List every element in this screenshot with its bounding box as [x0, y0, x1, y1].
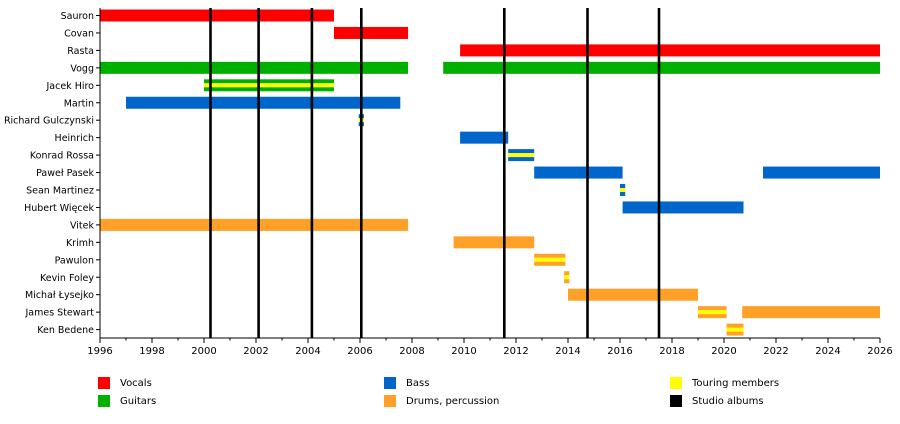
- bar-segment: [622, 201, 744, 214]
- member-label-konrad-rossa: Konrad Rossa: [30, 151, 94, 162]
- x-tick-label-2010: 2010: [451, 346, 476, 357]
- x-tick-label-2026: 2026: [867, 346, 892, 357]
- x-tick-label-2000: 2000: [191, 346, 216, 357]
- bar-segment: [100, 218, 409, 231]
- bar-segment: [620, 184, 626, 188]
- x-tick-label-2008: 2008: [399, 346, 424, 357]
- x-tick-label-1996: 1996: [87, 346, 112, 357]
- bar-pawe-pasek-11: [763, 166, 880, 179]
- bar-segment: [100, 61, 409, 74]
- member-labels: Sauron Covan Rasta Vogg Jacek Hiro Martin Rich…: [4, 11, 100, 336]
- bar-kevin-foley-17: [564, 271, 570, 284]
- bar-pawe-pasek-10: [534, 166, 623, 179]
- member-label-micha-ysejko: Michał Łysejko: [25, 290, 94, 301]
- bar-segment: [620, 192, 626, 196]
- bar-segment: [508, 157, 535, 162]
- x-tick-label-2020: 2020: [711, 346, 736, 357]
- bar-hubert-wie-cek-13: [622, 201, 744, 214]
- bar-sean-martinez-12: [620, 184, 626, 196]
- x-tick-label-1998: 1998: [139, 346, 164, 357]
- bar-sauron-0: [100, 9, 334, 22]
- bar-segment: [204, 87, 334, 92]
- member-label-krimh: Krimh: [66, 238, 94, 249]
- member-label-rasta: Rasta: [67, 46, 94, 57]
- bar-segment: [453, 236, 535, 249]
- bar-vogg-3: [100, 61, 409, 74]
- bar-touring-stripe: [698, 310, 727, 315]
- bar-segment: [726, 323, 744, 328]
- member-label-sean-martinez: Sean Martinez: [26, 186, 94, 197]
- member-label-pawulon: Pawulon: [55, 255, 94, 266]
- bar-segment: [126, 96, 401, 109]
- member-label-vogg: Vogg: [70, 63, 94, 74]
- bar-segment: [763, 166, 880, 179]
- bar-touring-stripe: [204, 83, 334, 88]
- member-label-sauron: Sauron: [61, 11, 94, 22]
- bar-segment: [534, 261, 566, 266]
- bar-segment: [460, 131, 509, 144]
- x-tick-label-2024: 2024: [815, 346, 840, 357]
- member-label-heinrich: Heinrich: [55, 133, 94, 144]
- bar-segment: [698, 314, 727, 319]
- bar-james-stewart-19: [698, 306, 727, 319]
- bar-pawulon-16: [534, 253, 566, 266]
- bar-segment: [564, 271, 570, 276]
- bar-james-stewart-20: [742, 306, 880, 319]
- bar-segment: [460, 44, 880, 57]
- bar-vogg-4: [443, 61, 880, 74]
- bar-touring-stripe: [508, 153, 535, 158]
- member-label-covan: Covan: [64, 28, 94, 39]
- x-tick-label-2006: 2006: [347, 346, 372, 357]
- bar-segment: [568, 288, 698, 301]
- x-tick-label-2002: 2002: [243, 346, 268, 357]
- bar-rasta-2: [460, 44, 880, 57]
- studio-album-lines: [209, 8, 661, 338]
- bar-jacek-hiro-5: [204, 79, 334, 92]
- member-label-james-stewart: James Stewart: [24, 308, 94, 319]
- bar-segment: [742, 306, 880, 319]
- bar-segment: [534, 166, 623, 179]
- bar-segment: [443, 61, 880, 74]
- bar-segment: [204, 79, 334, 84]
- bar-touring-stripe: [620, 188, 626, 192]
- member-label-vitek: Vitek: [70, 220, 94, 231]
- axes: 1996 1998 2000 2002 2004 2006 2008 2010 2012 2014…: [87, 8, 893, 357]
- bar-segment: [508, 149, 535, 154]
- bar-ken-bedene-21: [726, 323, 744, 336]
- x-tick-label-2014: 2014: [555, 346, 580, 357]
- bar-micha-ysejko-18: [568, 288, 698, 301]
- member-label-richard-gulczynski: Richard Gulczynski: [4, 116, 94, 127]
- member-label-pawe-pasek: Paweł Pasek: [36, 168, 94, 179]
- member-bars: [100, 9, 880, 336]
- x-tick-label-2012: 2012: [503, 346, 528, 357]
- bar-segment: [534, 253, 566, 258]
- bar-segment: [100, 9, 334, 22]
- bar-segment: [334, 26, 409, 39]
- member-label-ken-bedene: Ken Bedene: [37, 325, 94, 336]
- bar-martin-6: [126, 96, 401, 109]
- bar-touring-stripe: [534, 257, 566, 262]
- x-tick-label-2004: 2004: [295, 346, 320, 357]
- bar-vitek-14: [100, 218, 409, 231]
- member-label-jacek-hiro: Jacek Hiro: [45, 81, 94, 92]
- bar-segment: [726, 331, 744, 336]
- bar-krimh-15: [453, 236, 535, 249]
- bar-covan-1: [334, 26, 409, 39]
- bar-konrad-rossa-9: [508, 149, 535, 162]
- x-tick-label-2022: 2022: [763, 346, 788, 357]
- bar-heinrich-8: [460, 131, 509, 144]
- bar-segment: [698, 306, 727, 311]
- member-label-hubert-wie-cek: Hubert Więcek: [24, 203, 94, 214]
- bar-touring-stripe: [564, 275, 570, 280]
- bar-touring-stripe: [726, 327, 744, 332]
- member-label-kevin-foley: Kevin Foley: [40, 273, 94, 284]
- x-tick-label-2016: 2016: [607, 346, 632, 357]
- bar-segment: [564, 279, 570, 284]
- member-label-martin: Martin: [64, 98, 94, 109]
- x-tick-label-2018: 2018: [659, 346, 684, 357]
